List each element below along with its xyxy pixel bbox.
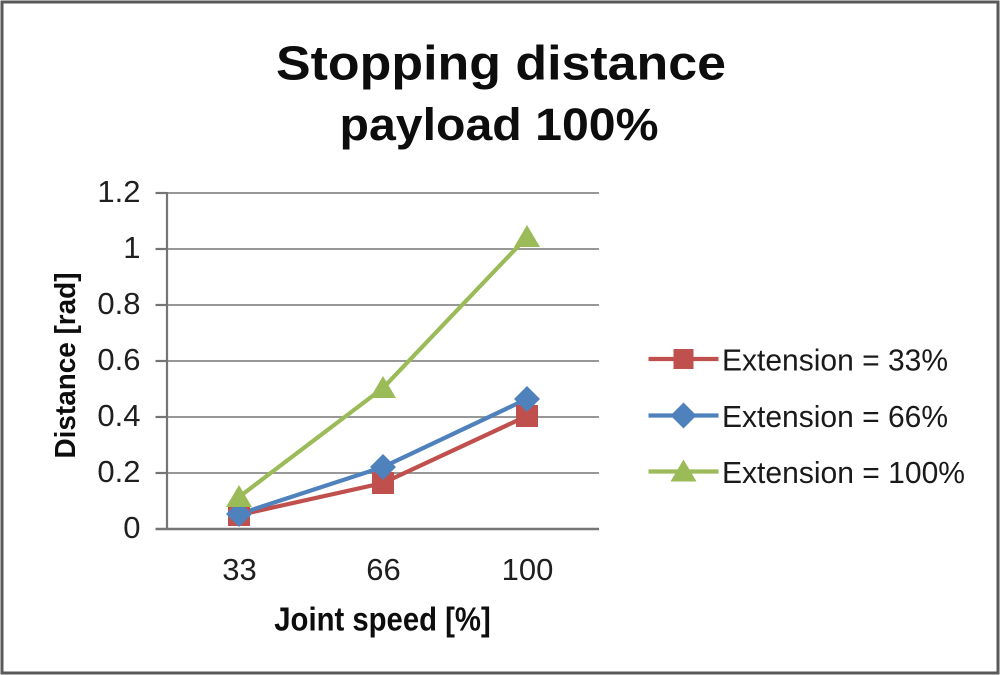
svg-text:Stopping distance: Stopping distance — [276, 38, 726, 91]
svg-text:1: 1 — [123, 230, 140, 265]
svg-text:100: 100 — [502, 552, 554, 587]
svg-text:0.2: 0.2 — [97, 454, 140, 489]
svg-text:Distance [rad]: Distance [rad] — [50, 273, 82, 459]
svg-text:Extension = 66%: Extension = 66% — [722, 399, 948, 434]
svg-text:1.2: 1.2 — [97, 174, 140, 209]
svg-text:0.8: 0.8 — [97, 286, 140, 321]
svg-text:Extension = 33%: Extension = 33% — [722, 343, 948, 378]
svg-text:0: 0 — [123, 510, 140, 545]
svg-text:Joint speed [%]: Joint speed [%] — [274, 602, 491, 639]
svg-text:66: 66 — [366, 552, 400, 587]
svg-text:0.4: 0.4 — [97, 398, 140, 433]
svg-text:payload 100%: payload 100% — [340, 99, 659, 150]
svg-text:0.6: 0.6 — [97, 342, 140, 377]
svg-text:Extension = 100%: Extension = 100% — [722, 455, 965, 490]
svg-text:33: 33 — [222, 552, 256, 587]
